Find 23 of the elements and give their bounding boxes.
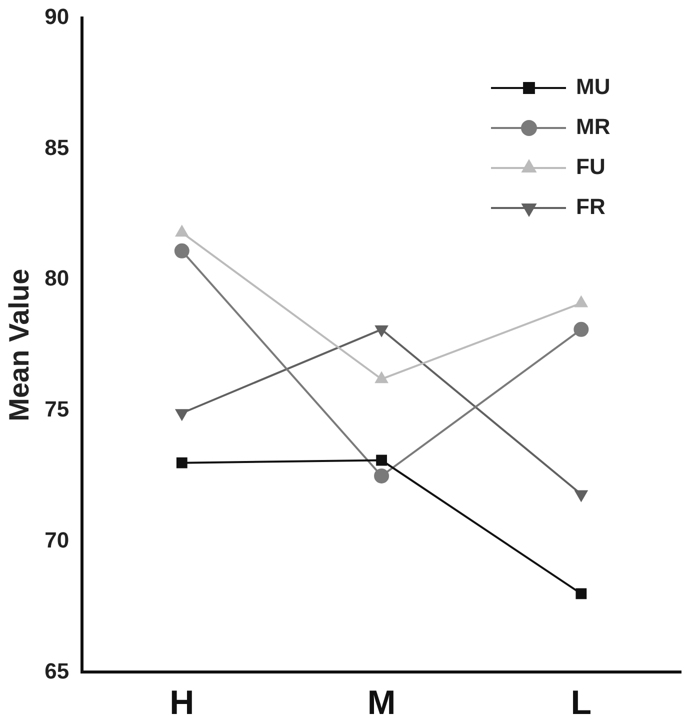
point bbox=[574, 296, 588, 308]
point bbox=[376, 454, 387, 466]
y-tick-label: 85 bbox=[44, 134, 70, 160]
y-tick-label: 75 bbox=[44, 396, 70, 422]
x-tick-label: L bbox=[570, 684, 592, 722]
x-tick-label: M bbox=[367, 684, 396, 722]
y-axis-title: Mean Value bbox=[4, 268, 35, 422]
legend-label: MU bbox=[576, 74, 610, 100]
y-tick-label: 90 bbox=[44, 4, 70, 30]
point bbox=[176, 457, 188, 468]
point bbox=[174, 243, 190, 258]
point bbox=[374, 372, 388, 384]
legend-label: MR bbox=[576, 114, 610, 140]
x-tick-label: H bbox=[170, 684, 194, 722]
y-tick-label: 70 bbox=[44, 527, 70, 552]
point bbox=[175, 225, 188, 237]
point bbox=[574, 322, 589, 337]
y-tick-label: 65 bbox=[44, 658, 70, 684]
point bbox=[576, 588, 587, 600]
legend-label: FR bbox=[576, 194, 606, 220]
y-tick-label: 80 bbox=[44, 266, 70, 291]
legend-label: FU bbox=[576, 154, 606, 180]
point bbox=[374, 468, 390, 484]
